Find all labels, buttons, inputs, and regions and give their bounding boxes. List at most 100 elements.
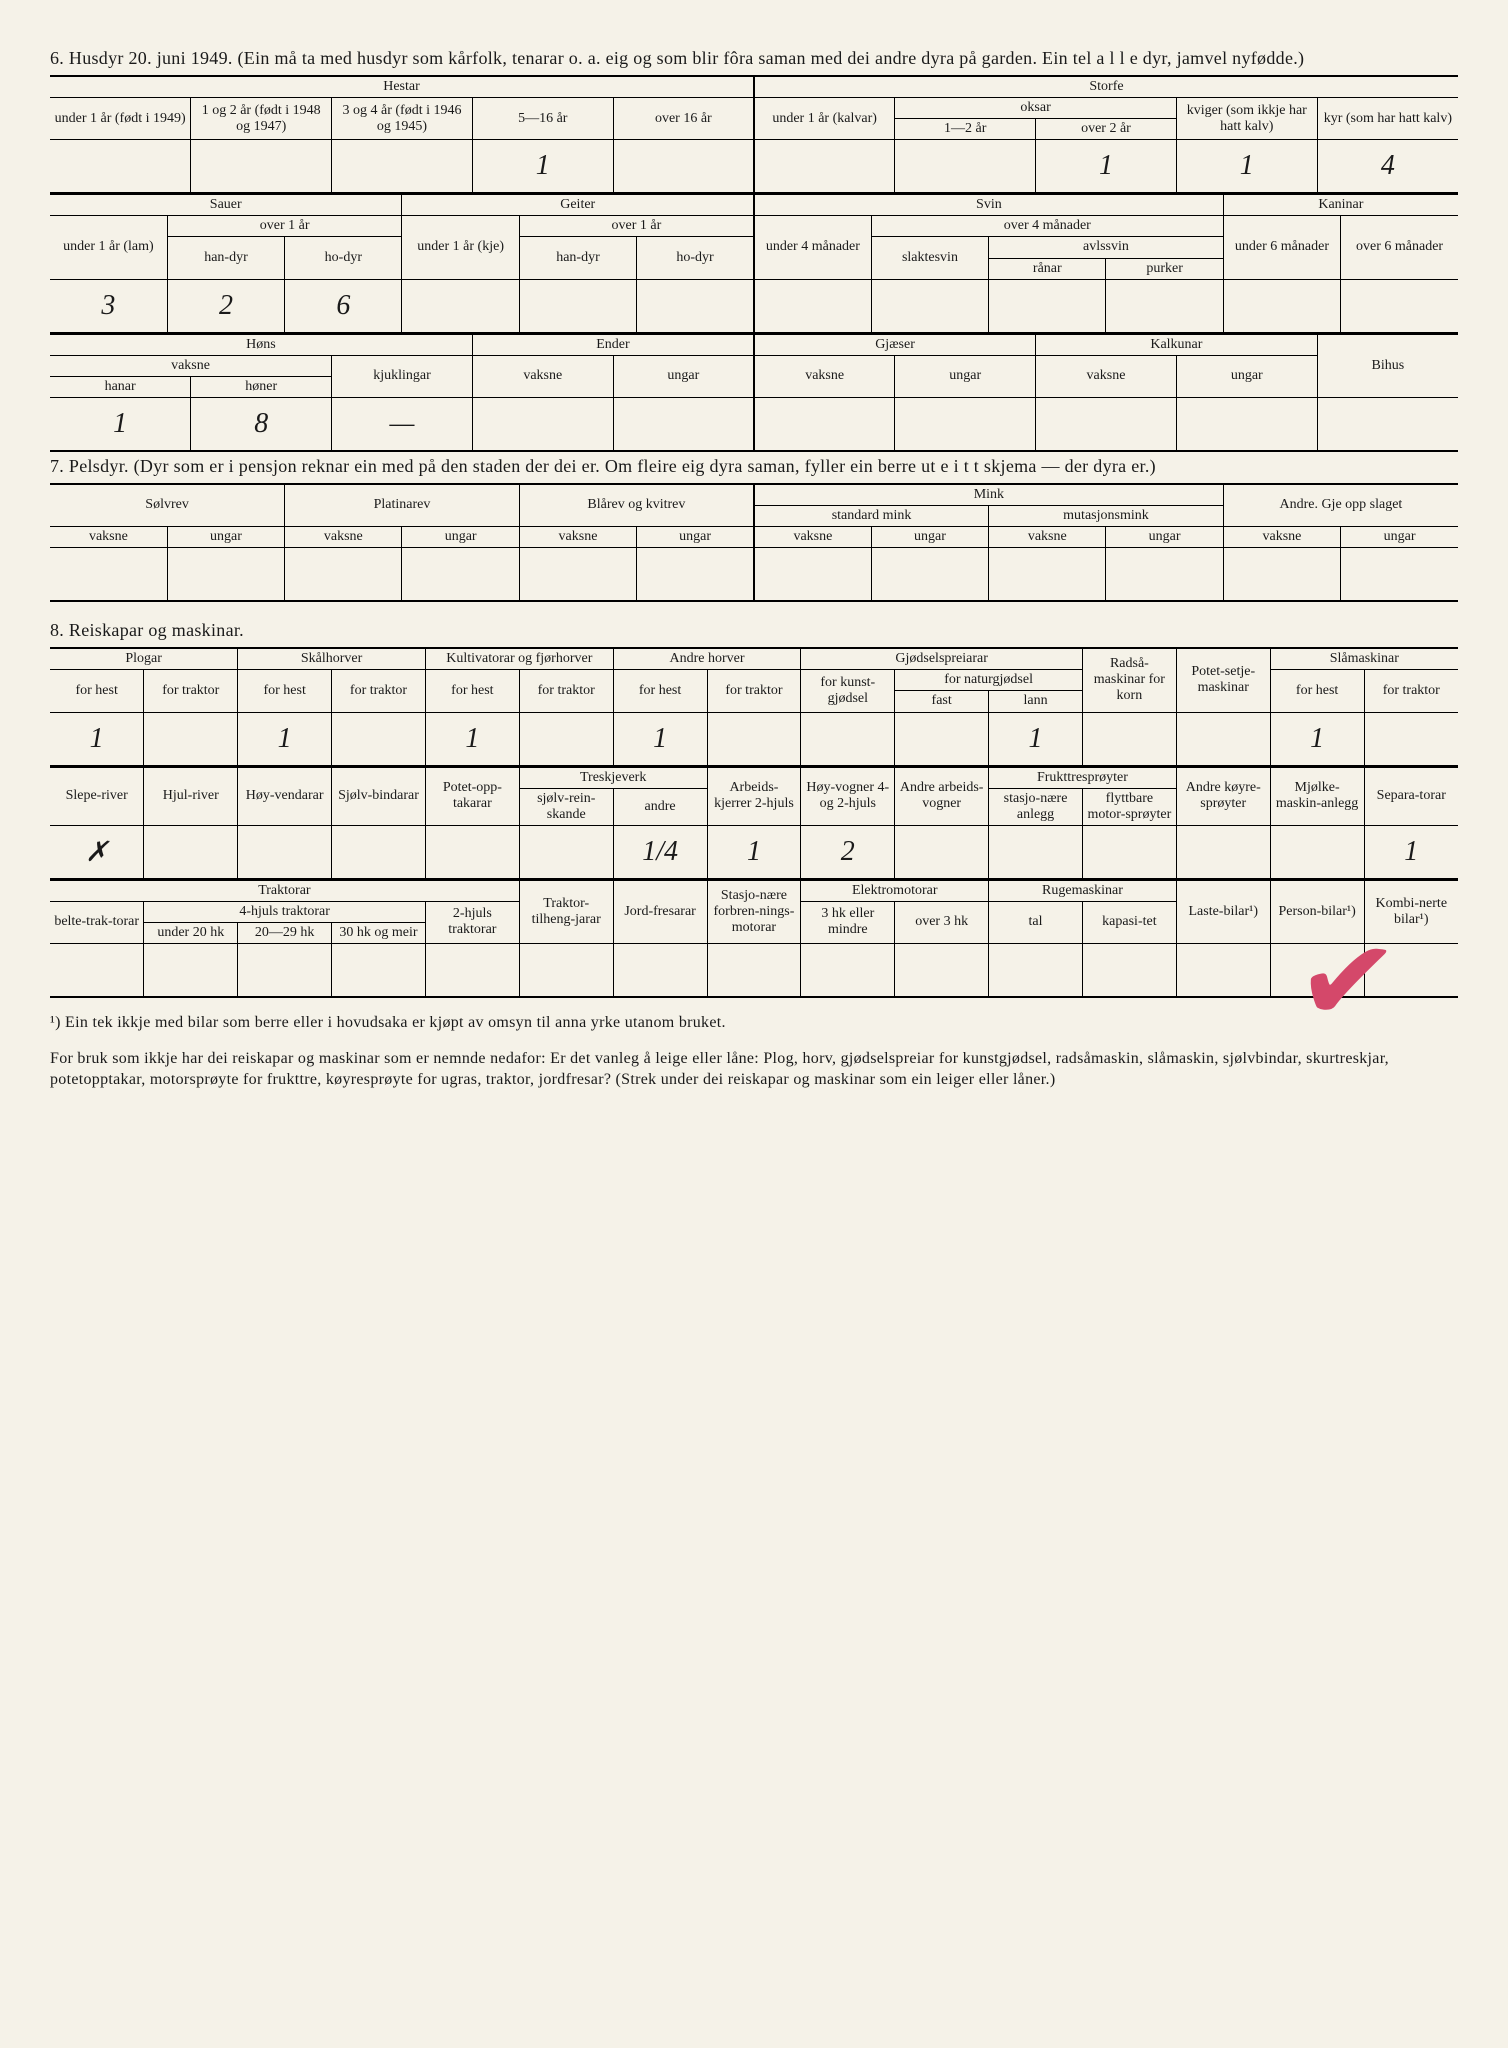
sauer-val-0: 3 [50, 279, 167, 333]
sauer-under1: under 1 år (lam) [50, 216, 167, 279]
hons-hanar: hanar [50, 376, 191, 397]
storfe-val-0 [754, 140, 895, 194]
pelsdyr-cell [50, 548, 167, 602]
section-6-title: 6. Husdyr 20. juni 1949. (Ein må ta med … [50, 48, 1458, 69]
kult-traktor: for traktor [519, 670, 613, 712]
andre-vaksne: vaksne [1223, 527, 1340, 548]
solvrev-vaksne: vaksne [50, 527, 167, 548]
gjodsel-lann: lann [989, 691, 1083, 712]
blarev-ungar: ungar [637, 527, 754, 548]
r1-v3 [332, 712, 426, 766]
r3-v14 [1364, 944, 1458, 998]
plogar-traktor: for traktor [144, 670, 238, 712]
geiter-val-0 [402, 279, 519, 333]
ah-hest: for hest [613, 670, 707, 712]
r1-v9 [895, 712, 989, 766]
ah-traktor: for traktor [707, 670, 801, 712]
stasjo-h: Stasjo-nære forbren-nings-motorar [707, 880, 801, 943]
hestar-col-1: 1 og 2 år (født i 1948 og 1947) [191, 98, 332, 140]
gjaser-val-1 [895, 397, 1036, 451]
gjaser-vaksne: vaksne [754, 355, 895, 397]
geiter-hodyr: ho-dyr [637, 237, 754, 279]
footnote-2: For bruk som ikkje har dei reiskapar og … [50, 1048, 1458, 1091]
r2-v7: 1 [707, 825, 801, 879]
bihus-header: Bihus [1317, 334, 1458, 397]
hestar-col-4: over 16 år [613, 98, 754, 140]
table-reiskapar-1: Plogar Skålhorver Kultivatorar og fjørho… [50, 647, 1458, 766]
storfe-val-3: 1 [1176, 140, 1317, 194]
hestar-col-3: 5—16 år [472, 98, 613, 140]
svin-slaktesvin: slaktesvin [871, 237, 988, 279]
ender-header: Ender [472, 334, 754, 355]
hoyvend-h: Høy-vendarar [238, 767, 332, 825]
storfe-kyr: kyr (som har hatt kalv) [1317, 98, 1458, 140]
sauer-val-2: 6 [285, 279, 402, 333]
r3-v5 [519, 944, 613, 998]
hestar-col-0: under 1 år (født i 1949) [50, 98, 191, 140]
kalkunar-val-0 [1036, 397, 1177, 451]
r3-v2 [238, 944, 332, 998]
r2-v5 [519, 825, 613, 879]
oksar-sub-1: over 2 år [1036, 119, 1177, 140]
r3-v11 [1082, 944, 1176, 998]
storfe-under1: under 1 år (kalvar) [754, 98, 895, 140]
svin-ranar: rånar [989, 258, 1106, 279]
r1-v6: 1 [613, 712, 707, 766]
footnote-1: ¹) Ein tek ikkje med bilar som berre ell… [50, 1012, 1458, 1034]
hons-kjuk: kjuklingar [332, 355, 473, 397]
tresk-sjolv: sjølv-rein-skande [519, 788, 613, 825]
r3-v0 [50, 944, 144, 998]
svin-val-3 [1106, 279, 1223, 333]
pelsdyr-cell [989, 548, 1106, 602]
hons-val-0: 1 [50, 397, 191, 451]
r2-v9 [895, 825, 989, 879]
hestar-val-0 [50, 140, 191, 194]
plogar-hest: for hest [50, 670, 144, 712]
ender-ungar: ungar [613, 355, 754, 397]
laste-h: Laste-bilar¹) [1176, 880, 1270, 943]
pelsdyr-cell [1341, 548, 1458, 602]
geiter-header: Geiter [402, 195, 754, 216]
potetsetje-h: Potet-setje-maskinar [1176, 648, 1270, 712]
r3-v7 [707, 944, 801, 998]
skal-hest: for hest [238, 670, 332, 712]
r2-v1 [144, 825, 238, 879]
svin-val-1 [871, 279, 988, 333]
r1-v8 [801, 712, 895, 766]
mink-mut-vaksne: vaksne [989, 527, 1106, 548]
r3-v13 [1270, 944, 1364, 998]
hons-val-2: — [332, 397, 473, 451]
r2-v14: 1 [1364, 825, 1458, 879]
storfe-kviger: kviger (som ikkje har hatt kalv) [1176, 98, 1317, 140]
pelsdyr-cell [285, 548, 402, 602]
sla-hest: for hest [1270, 670, 1364, 712]
r1-v13: 1 [1270, 712, 1364, 766]
hestar-val-2 [332, 140, 473, 194]
elektro-1: over 3 hk [895, 901, 989, 943]
pelsdyr-cell [167, 548, 284, 602]
r2-v12 [1176, 825, 1270, 879]
gjodsel-h: Gjødselspreiarar [801, 648, 1083, 670]
oksar-sub-0: 1—2 år [895, 119, 1036, 140]
kaninar-header: Kaninar [1223, 195, 1458, 216]
table-reiskapar-2: Slepe-river Hjul-river Høy-vendarar Sjøl… [50, 767, 1458, 880]
pelsdyr-cell [637, 548, 754, 602]
r2-v0: ✗ [50, 825, 144, 879]
geiter-under1: under 1 år (kje) [402, 216, 519, 279]
andrehorver-h: Andre horver [613, 648, 801, 670]
ruge-h: Rugemaskinar [989, 880, 1177, 901]
arbeids-h: Arbeids-kjerrer 2-hjuls [707, 767, 801, 825]
elektro-h: Elektromotorar [801, 880, 989, 901]
sauer-hodyr: ho-dyr [285, 237, 402, 279]
gjodsel-natur: for naturgjødsel [895, 670, 1083, 691]
storfe-val-2: 1 [1036, 140, 1177, 194]
sauer-header: Sauer [50, 195, 402, 216]
frukt-stasjo: stasjo-nære anlegg [989, 788, 1083, 825]
svin-under4: under 4 månader [754, 216, 871, 279]
tohjuls-h: 2-hjuls traktorar [425, 901, 519, 943]
kult-hest: for hest [425, 670, 519, 712]
table-reiskapar-3: Traktorar Traktor-tilheng-jarar Jord-fre… [50, 880, 1458, 998]
radsa-h: Radså-maskinar for korn [1082, 648, 1176, 712]
r1-v11 [1082, 712, 1176, 766]
r1-v1 [144, 712, 238, 766]
